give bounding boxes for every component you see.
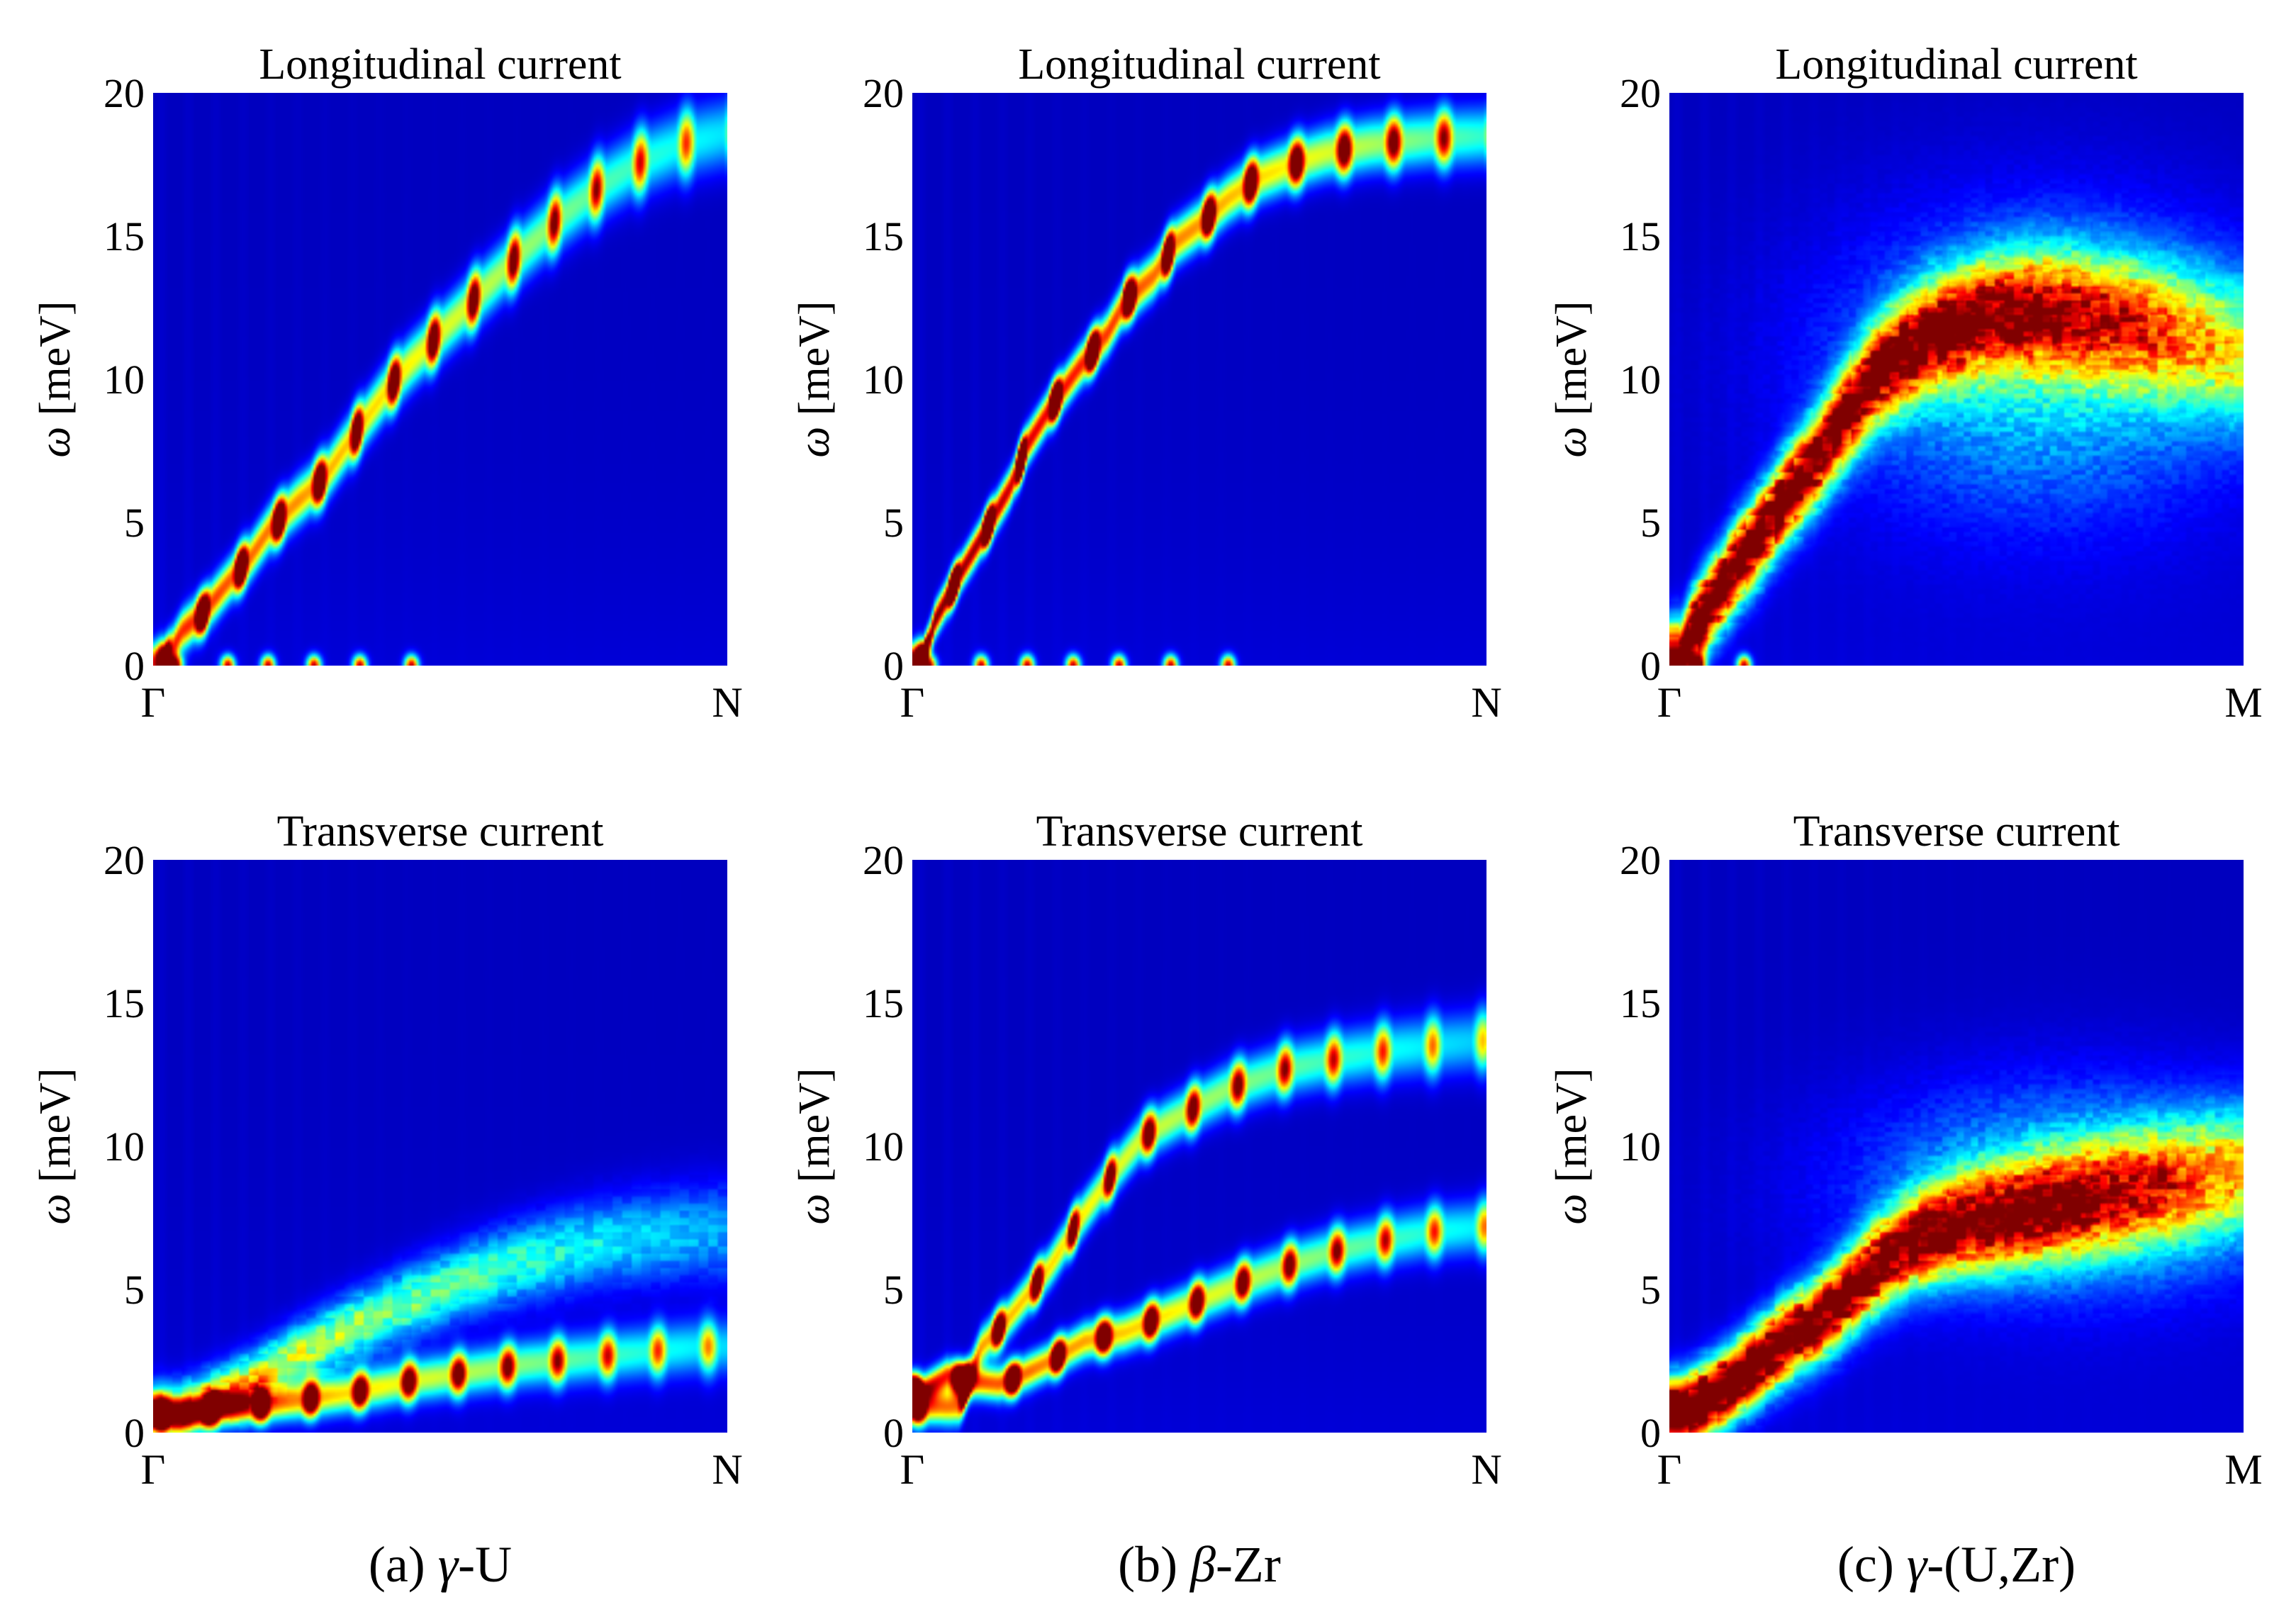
x-label-start: Γ xyxy=(1657,1446,1682,1493)
y-axis-label: ω [meV] xyxy=(31,1068,79,1224)
y-tick-label: 5 xyxy=(124,500,145,546)
y-axis-label: ω [meV] xyxy=(1547,301,1596,457)
panel-b-long: Longitudinal current 0 5 10 15 20 ω [meV] Γ N xyxy=(790,40,1502,726)
y-tick-label: 15 xyxy=(1620,980,1661,1026)
panel-c-long: Longitudinal current 0 5 10 15 20 ω [meV] Γ M xyxy=(1547,40,2263,726)
heatmap-image xyxy=(912,860,1486,1433)
y-tick-label: 5 xyxy=(1640,500,1661,546)
y-tick-label: 0 xyxy=(1640,643,1661,689)
y-tick-label: 5 xyxy=(124,1267,145,1313)
x-label-start: Γ xyxy=(1657,679,1682,726)
heatmap-image xyxy=(153,93,727,666)
y-tick-label: 15 xyxy=(863,980,904,1026)
y-axis-label: ω [meV] xyxy=(790,301,839,457)
y-tick-label: 5 xyxy=(883,1267,904,1313)
y-axis-unit: [meV] xyxy=(790,1068,839,1193)
heatmap-image xyxy=(1669,93,2244,666)
panel-title: Transverse current xyxy=(277,807,604,856)
x-label-end: N xyxy=(712,1446,742,1493)
x-label-start: Γ xyxy=(141,1446,166,1493)
y-tick-label: 20 xyxy=(863,837,904,883)
y-axis-unit: [meV] xyxy=(1547,301,1596,426)
y-axis-symbol: ω xyxy=(1547,427,1596,458)
y-tick-label: 0 xyxy=(883,1410,904,1456)
y-axis-symbol: ω xyxy=(31,427,79,458)
heatmap-image xyxy=(153,860,727,1433)
panel-title: Longitudinal current xyxy=(1018,40,1380,89)
x-label-start: Γ xyxy=(900,679,925,726)
y-axis-unit: [meV] xyxy=(790,301,839,426)
y-axis-symbol: ω xyxy=(790,427,839,458)
y-axis-label: ω [meV] xyxy=(790,1068,839,1224)
panel-title: Longitudinal current xyxy=(259,40,621,89)
x-label-end: N xyxy=(712,679,742,726)
x-label-start: Γ xyxy=(900,1446,925,1493)
y-tick-label: 10 xyxy=(103,1124,145,1170)
y-tick-label: 0 xyxy=(1640,1410,1661,1456)
y-tick-label: 20 xyxy=(103,70,145,116)
y-tick-label: 20 xyxy=(863,70,904,116)
panel-caption: (c) γ-(U,Zr) xyxy=(1837,1536,2076,1593)
y-axis-unit: [meV] xyxy=(31,1068,79,1193)
panel-title: Transverse current xyxy=(1793,807,2120,856)
x-label-start: Γ xyxy=(141,679,166,726)
y-tick-label: 20 xyxy=(103,837,145,883)
y-axis-symbol: ω xyxy=(31,1194,79,1225)
y-tick-label: 0 xyxy=(124,1410,145,1456)
y-tick-label: 5 xyxy=(1640,1267,1661,1313)
y-axis-symbol: ω xyxy=(790,1194,839,1225)
panel-a-long: Longitudinal current 0 5 10 15 20 ω [meV] Γ N xyxy=(31,40,743,726)
x-label-end: M xyxy=(2224,679,2262,726)
y-tick-label: 20 xyxy=(1620,837,1661,883)
y-tick-label: 15 xyxy=(103,980,145,1026)
y-tick-label: 15 xyxy=(863,213,904,259)
y-tick-label: 10 xyxy=(103,357,145,403)
y-tick-label: 20 xyxy=(1620,70,1661,116)
x-label-end: N xyxy=(1471,1446,1501,1493)
panel-a-trans: Transverse current 0 5 10 15 20 ω [meV] Γ N (a) γ… xyxy=(31,807,743,1593)
x-label-end: M xyxy=(2224,1446,2262,1493)
heatmap-image xyxy=(1669,860,2244,1433)
panel-title: Longitudinal current xyxy=(1775,40,2137,89)
y-tick-label: 10 xyxy=(1620,357,1661,403)
y-axis-unit: [meV] xyxy=(1547,1068,1596,1193)
y-axis-unit: [meV] xyxy=(31,301,79,426)
panel-title: Transverse current xyxy=(1036,807,1363,856)
panel-caption: (a) γ-U xyxy=(369,1536,512,1593)
y-axis-label: ω [meV] xyxy=(31,301,79,457)
panel-caption: (b) β-Zr xyxy=(1118,1536,1281,1593)
panel-b-trans: Transverse current 0 5 10 15 20 ω [meV] Γ N (b) β… xyxy=(790,807,1502,1593)
y-axis-symbol: ω xyxy=(1547,1194,1596,1225)
y-tick-label: 0 xyxy=(124,643,145,689)
heatmap-image xyxy=(912,93,1486,666)
y-tick-label: 10 xyxy=(863,357,904,403)
y-tick-label: 0 xyxy=(883,643,904,689)
y-tick-label: 5 xyxy=(883,500,904,546)
y-tick-label: 15 xyxy=(103,213,145,259)
y-tick-label: 15 xyxy=(1620,213,1661,259)
y-tick-label: 10 xyxy=(1620,1124,1661,1170)
panel-c-trans: Transverse current 0 5 10 15 20 ω [meV] Γ M (c) γ… xyxy=(1547,807,2263,1593)
y-axis-label: ω [meV] xyxy=(1547,1068,1596,1224)
y-tick-label: 10 xyxy=(863,1124,904,1170)
x-label-end: N xyxy=(1471,679,1501,726)
